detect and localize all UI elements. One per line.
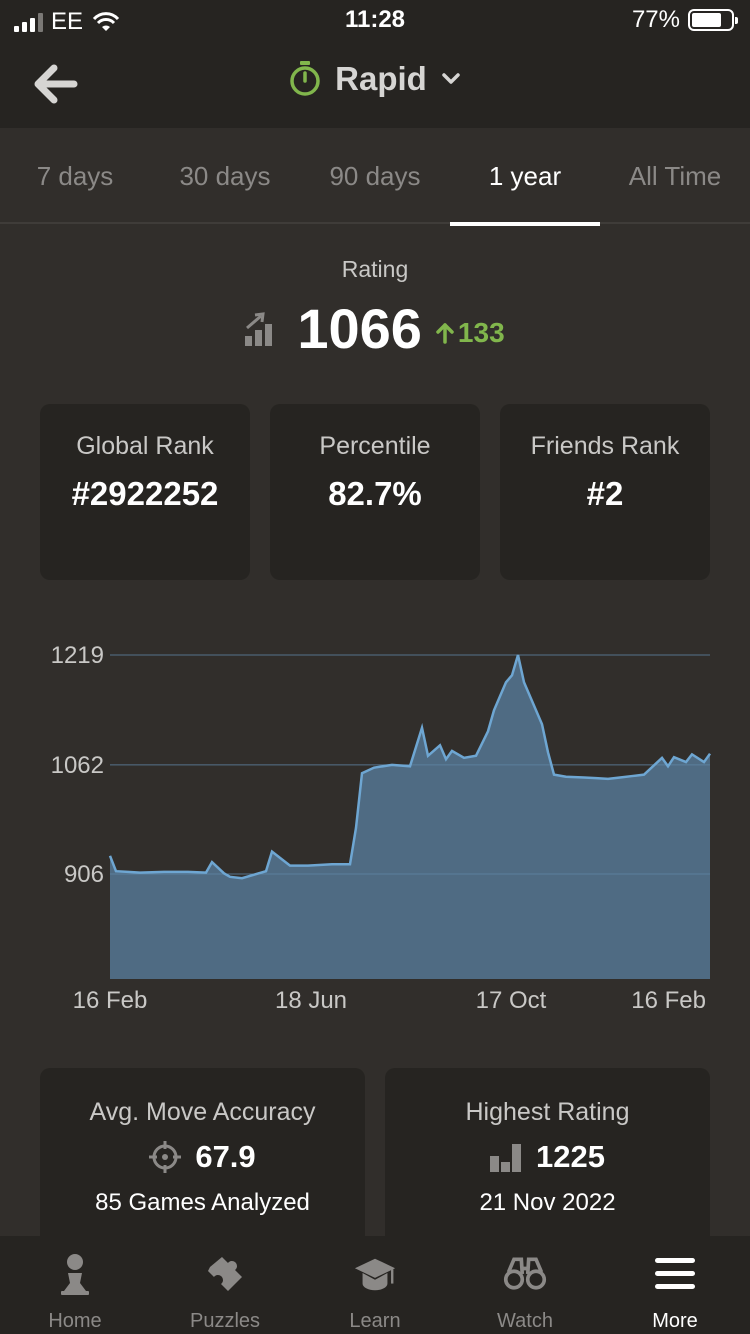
menu-icon — [655, 1258, 695, 1289]
nav-label: Watch — [497, 1310, 553, 1332]
x-tick-label: 16 Feb — [631, 987, 706, 1014]
stopwatch-icon — [290, 61, 320, 96]
card-label: Avg. Move Accuracy — [89, 1098, 316, 1126]
nav-learn[interactable]: Learn — [300, 1236, 450, 1334]
battery-percent: 77% — [631, 6, 680, 33]
y-tick-label: 1062 — [51, 752, 104, 779]
status-bar: EE 11:28 77% — [0, 0, 750, 40]
graduation-cap-icon — [354, 1258, 396, 1291]
card-subtext: 85 Games Analyzed — [95, 1189, 310, 1216]
y-tick-label: 1219 — [51, 642, 104, 669]
rating-change: 133 — [436, 317, 505, 349]
time-range-tabs: 7 days 30 days 90 days 1 year All Time — [0, 128, 750, 226]
crosshair-icon — [149, 1141, 182, 1173]
card-value: 1225 — [536, 1139, 605, 1174]
status-left: EE — [14, 8, 121, 36]
carrier-label: EE — [51, 8, 84, 35]
header: Rapid — [0, 40, 750, 128]
rating-change-value: 133 — [457, 316, 505, 348]
tab-all-time[interactable]: All Time — [628, 160, 722, 191]
x-tick-label: 16 Feb — [73, 987, 148, 1014]
tab-1-year[interactable]: 1 year — [450, 128, 600, 226]
nav-watch[interactable]: Watch — [450, 1236, 600, 1334]
nav-puzzles[interactable]: Puzzles — [150, 1236, 300, 1334]
global-rank-card[interactable]: Global Rank #2922252 — [40, 404, 250, 580]
tab-7-days[interactable]: 7 days — [36, 160, 114, 191]
card-value: 82.7% — [328, 475, 422, 512]
card-label: Friends Rank — [530, 432, 680, 460]
y-tick-label: 906 — [64, 861, 104, 888]
nav-more[interactable]: More — [600, 1236, 750, 1334]
friends-rank-card[interactable]: Friends Rank #2 — [500, 404, 710, 580]
bottom-nav: Home Puzzles Learn Watch — [0, 1236, 750, 1334]
accuracy-card[interactable]: Avg. Move Accuracy 67.9 85 Games Analyze… — [40, 1068, 365, 1248]
game-type-selector[interactable]: Rapid — [0, 60, 750, 98]
rating-value: 1066 — [297, 297, 422, 360]
card-value: 67.9 — [195, 1139, 256, 1174]
puzzle-icon — [208, 1257, 242, 1291]
card-value: #2922252 — [71, 475, 219, 512]
status-time: 11:28 — [344, 6, 406, 33]
back-arrow-icon[interactable] — [32, 62, 80, 106]
x-tick-label: 18 Jun — [275, 987, 347, 1014]
wifi-icon — [92, 12, 120, 31]
chevron-down-icon — [442, 73, 460, 84]
pawn-icon — [61, 1254, 89, 1295]
rating-chart[interactable]: 1219 1062 906 16 Feb 18 Jun 17 Oct 16 Feb — [0, 630, 750, 1030]
status-right: 77% — [631, 6, 738, 34]
highest-rating-card[interactable]: Highest Rating 1225 21 Nov 2022 — [385, 1068, 710, 1248]
trend-up-icon — [245, 311, 273, 346]
card-label: Global Rank — [76, 432, 214, 460]
nav-label: Home — [48, 1310, 102, 1332]
rating-area — [110, 655, 710, 979]
percentile-card[interactable]: Percentile 82.7% — [270, 404, 480, 580]
tab-90-days[interactable]: 90 days — [329, 160, 421, 191]
binoculars-icon — [503, 1257, 547, 1290]
nav-label: More — [652, 1310, 698, 1332]
tab-30-days[interactable]: 30 days — [179, 160, 271, 191]
signal-icon — [14, 12, 43, 32]
battery-icon — [688, 9, 738, 31]
arrow-up-icon — [436, 322, 454, 344]
x-tick-label: 17 Oct — [476, 987, 547, 1014]
nav-label: Puzzles — [189, 1310, 261, 1332]
nav-label: Learn — [349, 1310, 401, 1332]
rating-line — [108, 654, 712, 880]
rating-row: 1066 133 — [0, 296, 750, 361]
bar-chart-icon — [490, 1144, 522, 1172]
stat-cards: Global Rank #2922252 Percentile 82.7% Fr… — [40, 404, 710, 580]
summary-cards: Avg. Move Accuracy 67.9 85 Games Analyze… — [40, 1068, 710, 1248]
card-label: Highest Rating — [465, 1098, 630, 1126]
page-title: Rapid — [335, 60, 427, 97]
nav-home[interactable]: Home — [0, 1236, 150, 1334]
rating-label: Rating — [341, 256, 409, 282]
card-subtext: 21 Nov 2022 — [479, 1189, 616, 1216]
card-value: #2 — [586, 475, 624, 512]
card-label: Percentile — [319, 432, 431, 460]
